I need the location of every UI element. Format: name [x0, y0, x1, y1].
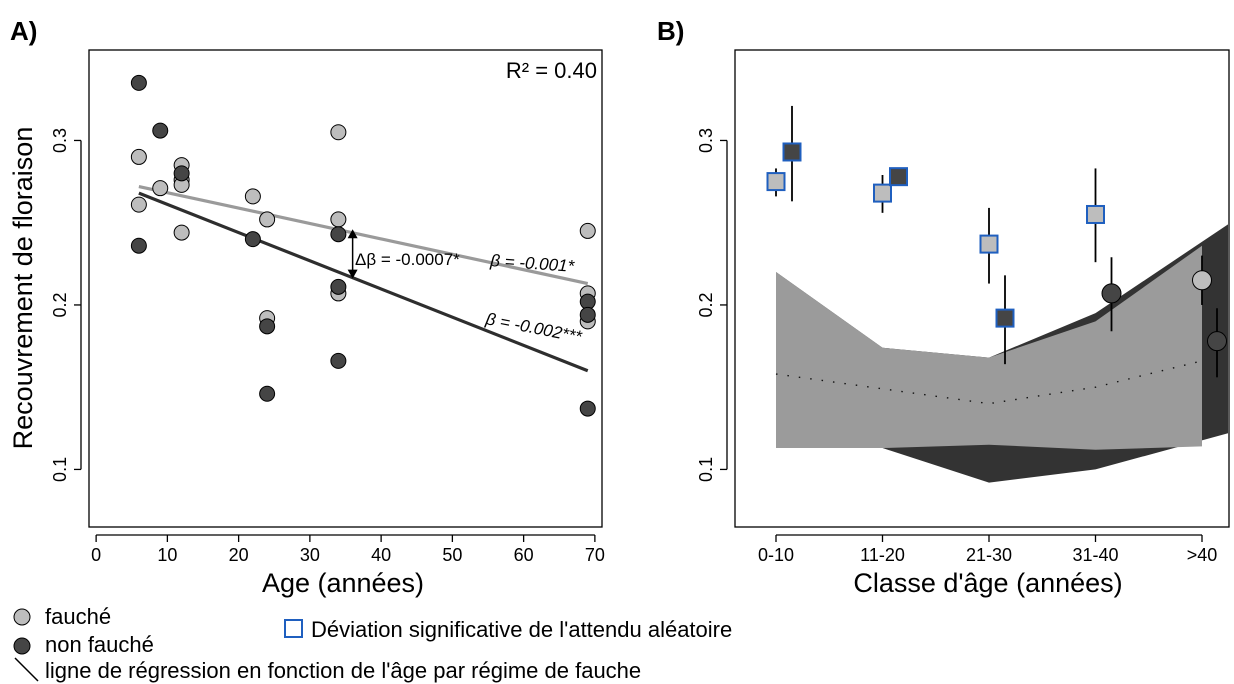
- panel-b-null-bands: [775, 224, 1228, 483]
- panel-b-x-tick-label: 11-20: [860, 545, 905, 565]
- point-non-fauche: [259, 385, 276, 402]
- panel-a-delta-arrow: [347, 229, 358, 279]
- panel-a-x-axis-title: Age (années): [262, 568, 424, 598]
- panel-b-x-axis: 0-10 11-20 21-30 31-40 >40: [758, 534, 1218, 565]
- panel-a-points: [130, 74, 596, 417]
- legend-non-fauche-label: non fauché: [45, 632, 154, 657]
- delta-beta-label: Δβ = -0.0007*: [355, 250, 460, 269]
- point-non-fauche: [1101, 283, 1122, 304]
- point-fauche: [259, 211, 276, 228]
- square-fauche: [1086, 204, 1105, 224]
- legend-non-fauche-swatch: [13, 637, 31, 655]
- legend-deviation-swatch: [284, 619, 303, 638]
- regression-line-non-fauche: [138, 191, 589, 373]
- point-non-fauche: [579, 400, 596, 417]
- panel-b-y-tick-label: 0.3: [696, 128, 716, 153]
- panel-a-x-axis: 0 10 20 30 40 50 60 70: [91, 534, 605, 565]
- point-non-fauche: [330, 226, 347, 243]
- panel-b-y-tick-label: 0.2: [696, 292, 716, 317]
- panel-a-x-tick-label: 40: [371, 545, 391, 565]
- legend-deviation-label: Déviation significative de l'attendu alé…: [311, 617, 732, 642]
- point-non-fauche: [130, 74, 147, 91]
- panel-a-x-tick-label: 50: [442, 545, 462, 565]
- panel-a-x-tick-label: 0: [91, 545, 101, 565]
- square-non-fauche: [782, 142, 802, 162]
- square-fauche: [979, 234, 999, 254]
- panel-b-x-axis-title: Classe d'âge (années): [853, 568, 1122, 598]
- point-fauche: [244, 188, 261, 205]
- panel-b-plot-frame: [734, 49, 1230, 528]
- delta-arrow-head-bottom: [347, 269, 358, 279]
- point-non-fauche: [130, 237, 147, 254]
- point-fauche: [1192, 270, 1212, 291]
- panel-b-x-tick-label: >40: [1187, 545, 1218, 565]
- panel-a: A) 0 10 20 30 40 50 60 70 0.1 0.2 0.3 R² = 0.40 Δ…: [8, 16, 605, 598]
- legend-fauche-label: fauché: [45, 604, 111, 629]
- square-non-fauche: [995, 308, 1015, 328]
- panel-a-x-tick-label: 70: [585, 545, 605, 565]
- point-fauche: [173, 224, 190, 241]
- panel-b-x-tick-label: 31-40: [1072, 545, 1118, 565]
- panel-a-plot-frame: [88, 49, 603, 528]
- point-non-fauche: [330, 278, 347, 295]
- delta-arrow-head-top: [347, 229, 358, 239]
- regression-line-fauche: [138, 184, 589, 286]
- panel-a-x-tick-label: 10: [157, 545, 177, 565]
- beta-fauche-label: β = -0.001*: [489, 251, 576, 276]
- square-non-fauche: [889, 167, 908, 187]
- panel-a-y-tick-label: 0.2: [50, 292, 70, 317]
- panel-a-y-axis: 0.1 0.2 0.3: [50, 128, 82, 482]
- panel-b-x-tick-label: 21-30: [966, 545, 1012, 565]
- legend-regression-swatch: [14, 657, 39, 682]
- panel-b: B) 0-10 11-20 21-30 31-40 >40 0.1 0.2 0.3 Clas…: [657, 16, 1230, 598]
- panel-a-x-tick-label: 20: [229, 545, 249, 565]
- panel-a-x-tick-label: 60: [514, 545, 534, 565]
- point-fauche: [330, 211, 347, 228]
- point-non-fauche: [152, 122, 169, 139]
- point-non-fauche: [579, 306, 596, 323]
- panel-a-y-tick-label: 0.3: [50, 128, 70, 153]
- point-non-fauche: [173, 165, 190, 182]
- point-non-fauche: [1207, 331, 1227, 352]
- panel-a-y-axis-title: Recouvrement de floraison: [8, 127, 38, 450]
- point-fauche: [579, 222, 596, 239]
- square-fauche: [873, 183, 892, 203]
- point-non-fauche: [259, 318, 276, 335]
- panel-b-y-tick-label: 0.1: [696, 457, 716, 482]
- panel-b-points: [766, 105, 1227, 378]
- panel-a-letter: A): [10, 16, 37, 46]
- panel-a-x-tick-label: 30: [300, 545, 320, 565]
- point-fauche: [130, 148, 147, 165]
- legend-fauche-swatch: [13, 608, 31, 626]
- panel-b-y-axis: 0.1 0.2 0.3: [696, 128, 728, 482]
- point-fauche: [152, 180, 169, 197]
- square-fauche: [766, 172, 786, 192]
- beta-non-fauche-label: β = -0.002***: [483, 309, 584, 347]
- legend-regression-label: ligne de régression en fonction de l'âge…: [45, 658, 641, 683]
- point-non-fauche: [330, 352, 347, 369]
- legend: fauché non fauché Déviation significativ…: [13, 604, 732, 683]
- null-band-fauche: [776, 245, 1202, 450]
- panel-a-y-tick-label: 0.1: [50, 457, 70, 482]
- point-fauche: [330, 124, 347, 141]
- r-squared-label: R² = 0.40: [506, 58, 597, 83]
- panel-b-x-tick-label: 0-10: [758, 545, 794, 565]
- panel-a-regression-lines: [138, 184, 589, 373]
- panel-b-letter: B): [657, 16, 684, 46]
- point-fauche: [130, 196, 147, 213]
- point-non-fauche: [244, 231, 261, 248]
